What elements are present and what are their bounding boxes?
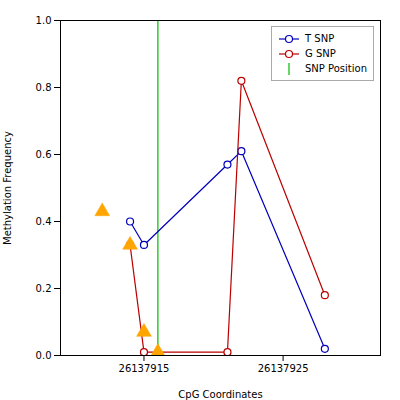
html-text:SNP Position: SNP Position <box>305 63 367 74</box>
svg-text:CpG Coordinates: CpG Coordinates <box>178 389 262 400</box>
svg-text:0.6: 0.6 <box>36 149 52 160</box>
svg-text:0.0: 0.0 <box>36 350 52 361</box>
svg-text:26137925: 26137925 <box>258 363 309 374</box>
html-text:T SNP: T SNP <box>305 33 335 44</box>
svg-text:1.0: 1.0 <box>36 15 52 26</box>
svg-text:Methylation Frequency: Methylation Frequency <box>2 131 13 245</box>
html-text:G SNP: G SNP <box>305 48 336 59</box>
svg-text:0.4: 0.4 <box>36 216 52 227</box>
svg-text:0.8: 0.8 <box>36 82 52 93</box>
svg-text:0.2: 0.2 <box>36 283 52 294</box>
svg-text:26137915: 26137915 <box>119 363 170 374</box>
